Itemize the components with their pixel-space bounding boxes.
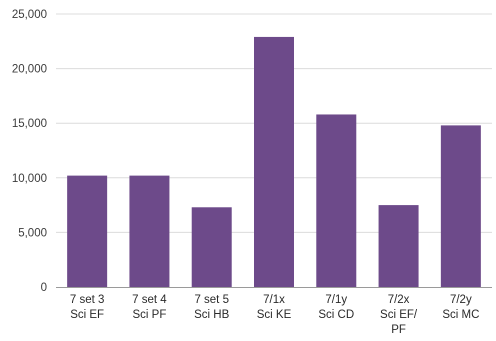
x-tick-label: 7/2x Sci EF/PF bbox=[380, 294, 418, 336]
x-tick-label: 7/1x Sci KE bbox=[257, 294, 292, 321]
y-tick-label: 20,000 bbox=[12, 64, 47, 76]
bar bbox=[67, 175, 108, 287]
y-tick-label: 15,000 bbox=[12, 118, 47, 130]
bar bbox=[191, 207, 232, 287]
y-tick-label: 25,000 bbox=[12, 9, 47, 21]
x-tick-label: 7/1y Sci CD bbox=[318, 294, 354, 321]
x-tick-label: 7/2y Sci MC bbox=[442, 294, 479, 321]
bar bbox=[254, 36, 294, 287]
bar bbox=[440, 125, 481, 287]
y-tick-label: 5,000 bbox=[18, 227, 47, 239]
bar bbox=[129, 175, 170, 287]
bars bbox=[67, 36, 481, 288]
x-tick-label: 7 set 3 Sci EF bbox=[70, 294, 105, 321]
x-axis-tick-labels: 7 set 3 Sci EF 7 set 4 Sci PF 7 set 5 Sci HB 7… bbox=[70, 294, 480, 336]
y-axis-tick-labels: 0 5,000 10,000 15,000 20,000 25,000 bbox=[12, 9, 47, 294]
bar bbox=[378, 205, 419, 287]
y-tick-label: 10,000 bbox=[12, 173, 47, 185]
x-tick-label: 7 set 4 Sci PF bbox=[132, 294, 167, 321]
x-tick-label: 7 set 5 Sci HB bbox=[194, 294, 229, 321]
bar bbox=[316, 114, 357, 288]
y-tick-label: 0 bbox=[41, 282, 47, 294]
